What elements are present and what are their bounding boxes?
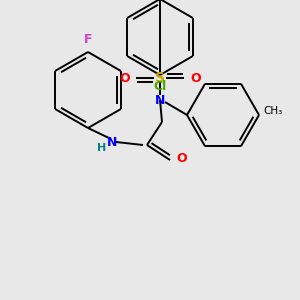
Text: N: N bbox=[155, 94, 165, 106]
Text: F: F bbox=[84, 33, 92, 46]
Text: H: H bbox=[98, 143, 106, 153]
Text: O: O bbox=[176, 152, 187, 164]
Text: O: O bbox=[190, 71, 201, 85]
Text: N: N bbox=[107, 136, 117, 148]
Text: CH₃: CH₃ bbox=[263, 106, 282, 116]
Text: Cl: Cl bbox=[153, 80, 167, 93]
Text: O: O bbox=[119, 71, 130, 85]
Text: S: S bbox=[155, 71, 165, 85]
